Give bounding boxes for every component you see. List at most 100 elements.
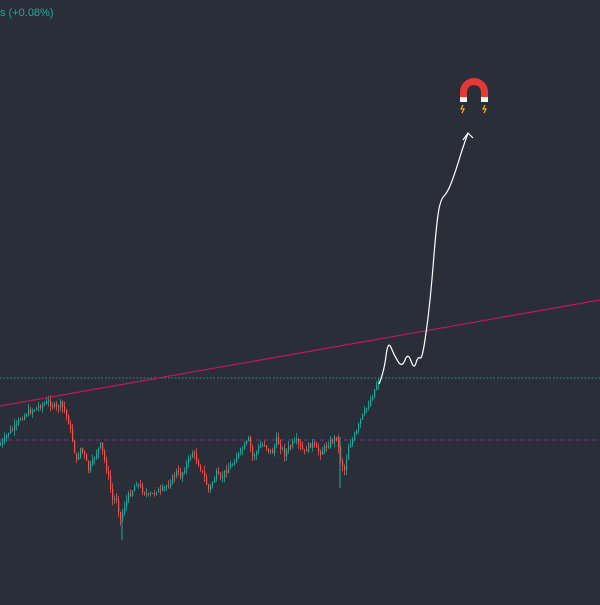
candle-body	[28, 409, 30, 416]
candle	[276, 432, 278, 449]
candle	[346, 454, 348, 475]
candle-body	[260, 445, 262, 448]
candle-body	[112, 488, 114, 500]
candle	[142, 482, 144, 495]
candle	[156, 491, 158, 496]
candle	[192, 450, 194, 458]
candle-body	[270, 449, 272, 452]
candle	[162, 483, 164, 492]
candle	[94, 456, 96, 465]
candle-body	[70, 424, 72, 429]
candle	[186, 459, 188, 475]
candle-body	[196, 453, 198, 462]
candle	[24, 413, 26, 421]
candle	[188, 455, 190, 468]
candle	[174, 471, 176, 483]
candle	[168, 480, 170, 489]
candle	[218, 467, 220, 475]
candle-body	[330, 440, 332, 447]
candle-body	[14, 424, 16, 431]
candle-body	[304, 449, 306, 451]
candle	[72, 423, 74, 443]
candle	[250, 435, 252, 453]
candle	[232, 462, 234, 467]
candle	[2, 438, 4, 448]
candle-body	[192, 452, 194, 458]
candle-body	[244, 443, 246, 450]
candle	[8, 432, 10, 439]
candle-body	[206, 477, 208, 485]
candle	[258, 443, 260, 455]
candle-body	[356, 430, 358, 434]
candle	[30, 406, 32, 415]
candle-body	[148, 493, 150, 495]
candle	[148, 492, 150, 497]
candle-body	[312, 442, 314, 448]
trendline	[0, 299, 600, 407]
candle	[264, 440, 266, 447]
magnet-tip-right	[481, 97, 488, 102]
candle	[132, 490, 134, 498]
candle-body	[234, 462, 236, 465]
candle	[366, 407, 368, 414]
candle-body	[122, 512, 124, 520]
candle	[16, 420, 18, 431]
candle-body	[350, 444, 352, 448]
candle-body	[140, 484, 142, 487]
candle-body	[298, 439, 300, 444]
candle	[18, 417, 20, 427]
candle	[332, 438, 334, 445]
candle-body	[8, 432, 10, 436]
candle-body	[202, 470, 204, 472]
candle-body	[254, 455, 256, 457]
candle	[66, 408, 68, 421]
candle-body	[190, 457, 192, 459]
candle	[216, 468, 218, 482]
candle	[372, 394, 374, 401]
candle-body	[220, 474, 222, 478]
candle-body	[292, 441, 294, 447]
candle	[300, 439, 302, 451]
candle-body	[154, 492, 156, 494]
candle	[6, 433, 8, 443]
candle-body	[334, 436, 336, 442]
candle-body	[264, 444, 266, 446]
candle	[194, 450, 196, 460]
candle	[108, 466, 110, 480]
candle	[338, 434, 340, 454]
candle	[176, 468, 178, 479]
candle-body	[114, 498, 116, 500]
candle	[130, 489, 132, 497]
candle-body	[128, 493, 130, 501]
spark-right	[482, 104, 487, 114]
candle	[56, 401, 58, 411]
candle-body	[178, 470, 180, 472]
candle-body	[346, 459, 348, 471]
candle	[298, 437, 300, 450]
candle-body	[68, 415, 70, 425]
candle	[320, 449, 322, 460]
candle-body	[46, 401, 48, 404]
candle-body	[62, 401, 64, 407]
candle	[374, 388, 376, 399]
candle	[34, 409, 36, 412]
candle	[44, 401, 46, 407]
candle	[368, 400, 370, 411]
candle-body	[160, 489, 162, 491]
candle-body	[336, 436, 338, 440]
candle-body	[362, 414, 364, 420]
candle-body	[86, 454, 88, 461]
candle	[286, 448, 288, 462]
candle	[326, 442, 328, 453]
candle-body	[320, 451, 322, 455]
candle	[52, 402, 54, 410]
candle-body	[58, 406, 60, 408]
candle	[202, 470, 204, 474]
candle	[228, 462, 230, 474]
candle-body	[72, 428, 74, 441]
candle	[324, 443, 326, 455]
candle-body	[176, 470, 178, 477]
candle-body	[342, 461, 344, 467]
